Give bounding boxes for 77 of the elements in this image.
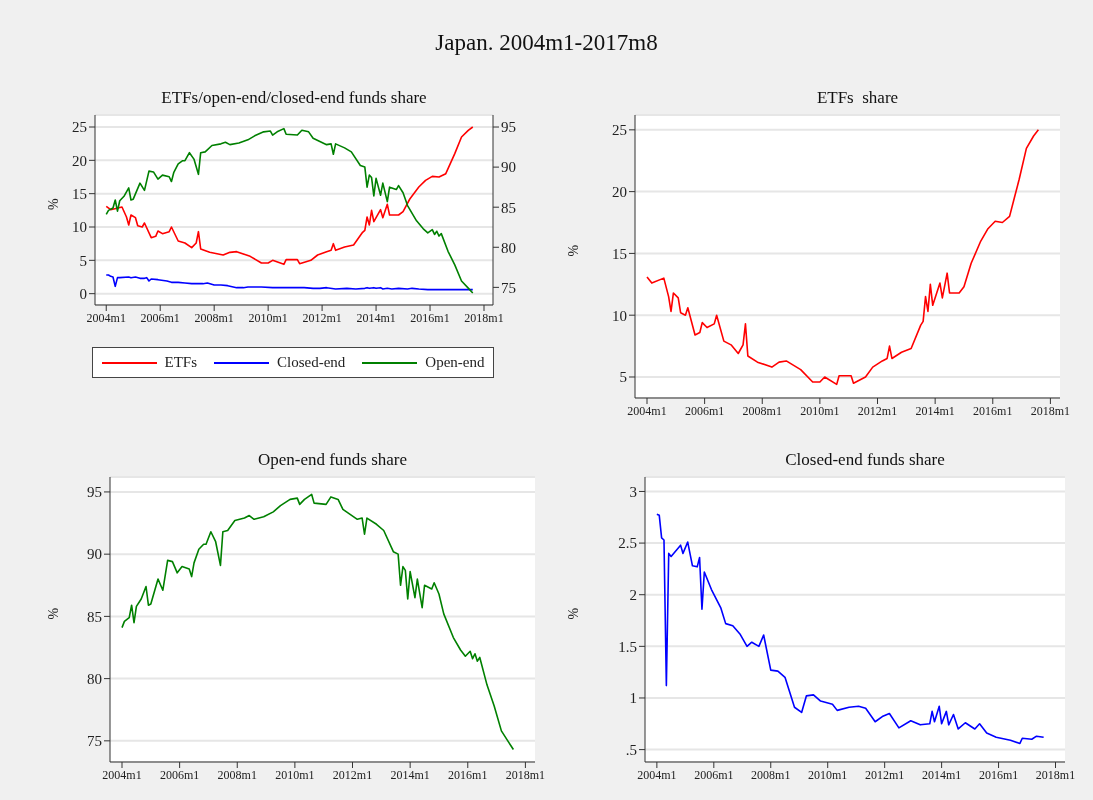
y-tick-label: 80 [87,670,102,687]
x-tick-label: 2010m1 [248,310,288,325]
x-tick-label: 2012m1 [857,403,898,418]
x-tick-label: 2004m1 [86,310,126,325]
x-tick-label: 2016m1 [448,767,488,782]
y-tick-label: 0 [79,285,87,302]
x-tick-label: 2018m1 [1035,767,1076,782]
legend-label: Open-end [425,354,485,371]
y-axis-title: % [45,198,61,210]
legend-label: ETFs [164,354,198,371]
x-tick-label: 2006m1 [684,403,725,418]
text: Japan. 2004m1-2017m8 [434,30,659,56]
x-tick-label: 2010m1 [800,403,840,418]
x-tick-label: 2014m1 [356,310,396,325]
line-series [646,129,1040,386]
y-tick-label: 10 [72,219,87,236]
y-tick-label: 3 [629,483,637,500]
x-tick-label: 2018m1 [505,767,546,782]
y-tick-label: 20 [72,152,87,169]
x-tick-label: 2016m1 [973,403,1013,418]
line-series [105,127,474,294]
y-tick-label: 15 [72,185,87,202]
line-series [121,493,515,751]
chart-title: Open-end funds share [256,450,409,471]
x-tick-label: 2012m1 [864,767,905,782]
x-tick-label: 2014m1 [915,403,955,418]
line-series [105,126,474,266]
x-tick-label: 2008m1 [751,767,791,782]
x-tick-label: 2012m1 [302,310,342,325]
x-tick-label: 2014m1 [390,767,430,782]
chart-title: ETFs share [815,88,900,109]
y-tick-label: 95 [87,484,102,501]
y-tick-label: 2 [629,587,637,604]
line-series [656,513,1045,745]
y-tick-label: 5 [619,369,627,386]
y-tick-label: 2.5 [618,535,637,552]
y-tick-label: 85 [87,608,102,625]
y2-tick-label: 95 [501,119,516,136]
x-tick-label: 2018m1 [1030,403,1071,418]
x-tick-label: 2006m1 [694,767,734,782]
y2-tick-label: 80 [501,239,516,256]
x-tick-label: 2008m1 [742,403,782,418]
y-tick-label: 5 [79,252,87,269]
y-tick-label: 75 [87,733,102,750]
y2-tick-label: 75 [501,279,516,296]
y-tick-label: .5 [625,741,637,758]
x-tick-label: 2004m1 [102,767,142,782]
x-tick-label: 2018m1 [464,310,504,325]
y-tick-label: 1 [629,690,637,707]
y-axis-title: % [565,244,581,257]
chart-title: Closed-end funds share [784,450,946,471]
x-tick-label: 2006m1 [140,310,180,325]
x-tick-label: 2016m1 [410,310,450,325]
x-tick-label: 2004m1 [637,767,677,782]
y-tick-label: 10 [612,307,627,324]
x-tick-label: 2010m1 [808,767,848,782]
y-axis-title: % [45,607,61,620]
x-tick-label: 2014m1 [921,767,962,782]
y-axis-title: % [565,607,581,620]
x-tick-label: 2012m1 [332,767,373,782]
y-tick-label: 90 [87,546,102,563]
line-series [105,274,474,291]
x-tick-label: 2004m1 [627,403,667,418]
x-tick-label: 2008m1 [194,310,234,325]
x-tick-label: 2016m1 [978,767,1019,782]
y2-tick-label: 85 [501,199,516,216]
legend-label: Closed-end [277,354,346,371]
x-tick-label: 2006m1 [159,767,200,782]
y-tick-label: 25 [612,122,627,139]
y-tick-label: 20 [612,183,627,200]
chart-title: ETFs/open-end/closed-end funds share [160,88,428,109]
y2-tick-label: 90 [501,159,516,176]
x-tick-label: 2010m1 [275,767,315,782]
y-tick-label: 25 [72,119,87,136]
x-tick-label: 2008m1 [217,767,257,782]
y-tick-label: 1.5 [618,638,637,655]
y-tick-label: 15 [612,245,627,262]
